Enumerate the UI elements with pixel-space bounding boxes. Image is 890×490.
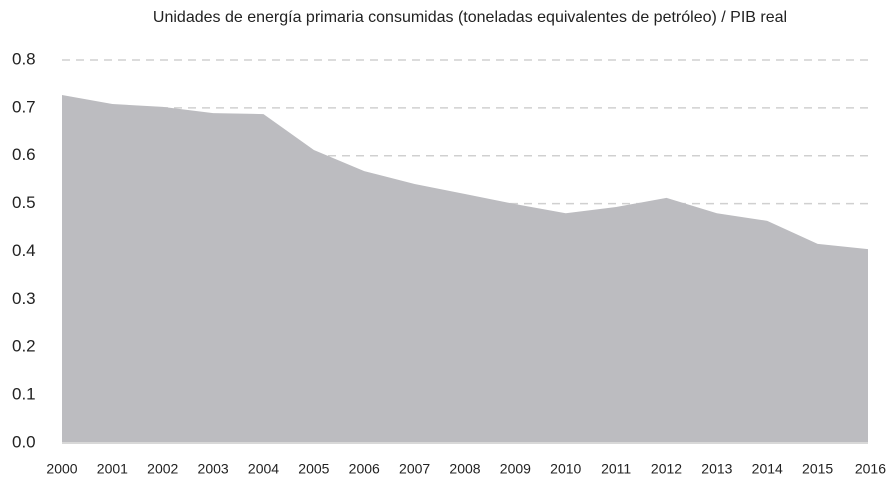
y-tick-label: 0.1 xyxy=(12,385,36,404)
x-tick-label: 2011 xyxy=(601,461,631,477)
x-tick-label: 2014 xyxy=(752,461,783,477)
x-tick-label: 2009 xyxy=(500,461,531,477)
x-tick-label: 2010 xyxy=(550,461,581,477)
y-tick-label: 0.0 xyxy=(12,432,36,451)
x-tick-label: 2012 xyxy=(651,461,682,477)
x-tick-label: 2000 xyxy=(46,461,77,477)
x-tick-label: 2016 xyxy=(855,461,886,477)
area xyxy=(62,94,868,443)
x-tick-label: 2003 xyxy=(198,461,229,477)
y-tick-label: 0.3 xyxy=(12,289,36,308)
x-tick-label: 2013 xyxy=(701,461,732,477)
y-tick-label: 0.5 xyxy=(12,193,36,212)
chart-subtitle: Unidades de energía primaria consumidas … xyxy=(153,9,787,26)
x-tick-label: 2008 xyxy=(449,461,480,477)
x-tick-label: 2001 xyxy=(97,461,128,477)
x-tick-label: 2005 xyxy=(298,461,329,477)
y-tick-label: 0.2 xyxy=(12,337,36,356)
y-tick-label: 0.8 xyxy=(12,49,36,68)
y-tick-label: 0.7 xyxy=(12,97,36,116)
x-tick-label: 2015 xyxy=(802,461,833,477)
x-tick-label: 2004 xyxy=(248,461,279,477)
x-tick-label: 2006 xyxy=(349,461,380,477)
x-tick-label: 2002 xyxy=(147,461,178,477)
y-tick-label: 0.6 xyxy=(12,145,36,164)
y-tick-label: 0.4 xyxy=(12,241,36,260)
x-tick-label: 2007 xyxy=(399,461,430,477)
